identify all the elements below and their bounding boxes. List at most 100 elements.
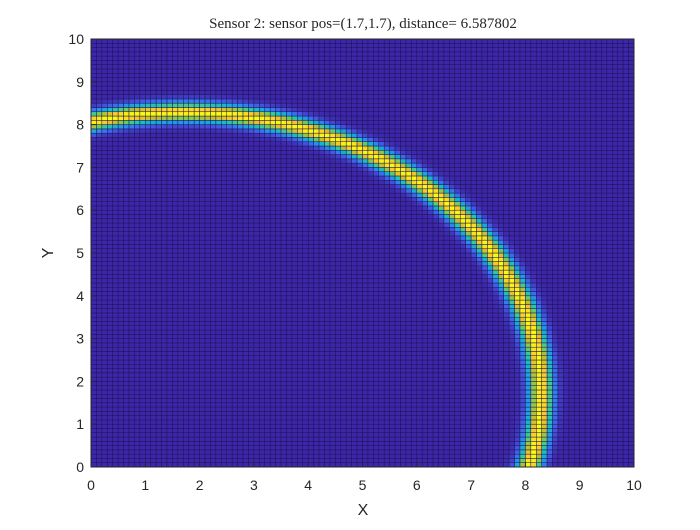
heatmap-cell xyxy=(172,145,179,151)
heatmap-cell xyxy=(286,389,293,395)
heatmap-cell xyxy=(123,205,130,211)
heatmap-cell xyxy=(231,453,238,459)
heatmap-cell xyxy=(313,261,320,267)
heatmap-cell xyxy=(210,107,217,113)
heatmap-cell xyxy=(199,141,206,147)
heatmap-cell xyxy=(259,316,266,322)
heatmap-cell xyxy=(264,128,271,134)
heatmap-cell xyxy=(340,261,347,267)
heatmap-cell xyxy=(183,132,189,138)
heatmap-cell xyxy=(155,436,162,442)
heatmap-cell xyxy=(101,214,108,220)
heatmap-cell xyxy=(318,453,325,459)
heatmap-cell xyxy=(313,334,320,339)
heatmap-cell xyxy=(172,419,179,425)
heatmap-cell xyxy=(275,325,282,331)
heatmap-cell xyxy=(183,385,189,391)
heatmap-cell xyxy=(188,359,195,365)
heatmap-cell xyxy=(269,257,276,262)
heatmap-cell xyxy=(221,411,228,416)
heatmap-cell xyxy=(193,145,200,151)
heatmap-cell xyxy=(221,441,228,446)
heatmap-cell xyxy=(90,141,97,147)
heatmap-cell xyxy=(221,265,228,271)
heatmap-cell xyxy=(297,355,304,361)
heatmap-cell xyxy=(269,453,276,459)
heatmap-cell xyxy=(340,338,347,344)
heatmap-cell xyxy=(259,231,266,237)
heatmap-cell xyxy=(161,197,168,202)
heatmap-cell xyxy=(356,308,363,314)
heatmap-cell xyxy=(302,265,309,271)
heatmap-cell xyxy=(329,355,336,361)
heatmap-cell xyxy=(226,227,233,232)
heatmap-cell xyxy=(313,55,320,61)
heatmap-cell xyxy=(242,94,249,100)
heatmap-cell xyxy=(215,77,222,83)
heatmap-cell xyxy=(291,248,298,254)
heatmap-cell xyxy=(134,94,141,100)
heatmap-cell xyxy=(193,299,200,305)
heatmap-cell xyxy=(123,192,130,198)
heatmap-cell xyxy=(237,141,244,147)
heatmap-cell xyxy=(183,329,189,335)
heatmap-cell xyxy=(123,364,130,369)
heatmap-cell xyxy=(351,376,358,382)
heatmap-cell xyxy=(318,72,325,78)
heatmap-cell xyxy=(324,415,331,421)
heatmap-cell xyxy=(150,342,157,348)
heatmap-cell xyxy=(345,351,352,356)
heatmap-cell xyxy=(313,43,320,48)
heatmap-cell xyxy=(150,338,157,344)
heatmap-cell xyxy=(107,55,113,61)
heatmap-cell xyxy=(128,98,135,104)
heatmap-cell xyxy=(286,167,293,172)
heatmap-cell xyxy=(297,222,304,228)
heatmap-cell xyxy=(215,222,222,228)
heatmap-cell xyxy=(313,436,320,442)
heatmap-cell xyxy=(199,222,206,228)
heatmap-cell xyxy=(269,329,276,335)
heatmap-cell xyxy=(335,261,342,267)
heatmap-cell xyxy=(215,72,222,78)
heatmap-cell xyxy=(199,304,206,309)
heatmap-cell xyxy=(139,316,146,322)
heatmap-cell xyxy=(226,329,233,335)
heatmap-cell xyxy=(90,282,97,288)
heatmap-cell xyxy=(90,342,97,348)
heatmap-cell xyxy=(161,411,168,416)
heatmap-cell xyxy=(313,316,320,322)
heatmap-cell xyxy=(150,141,157,147)
heatmap-cell xyxy=(204,346,211,352)
heatmap-cell xyxy=(166,355,173,361)
heatmap-cell xyxy=(183,299,189,305)
heatmap-cell xyxy=(188,158,195,164)
heatmap-cell xyxy=(324,441,331,446)
heatmap-cell xyxy=(134,85,141,91)
heatmap-cell xyxy=(275,334,282,339)
heatmap-cell xyxy=(253,51,260,57)
heatmap-cell xyxy=(335,342,342,348)
heatmap-cell xyxy=(90,227,97,232)
heatmap-cell xyxy=(204,244,211,249)
heatmap-cell xyxy=(210,299,217,305)
heatmap-cell xyxy=(291,218,298,224)
heatmap-cell xyxy=(291,346,298,352)
heatmap-cell xyxy=(128,376,135,382)
heatmap-cell xyxy=(313,308,320,314)
heatmap-cell xyxy=(324,372,331,378)
heatmap-cell xyxy=(345,81,352,87)
heatmap-cell xyxy=(345,111,352,117)
heatmap-cell xyxy=(188,94,195,100)
heatmap-cell xyxy=(291,214,298,220)
heatmap-cell xyxy=(226,120,233,125)
heatmap-cell xyxy=(231,299,238,305)
heatmap-cell xyxy=(248,299,255,305)
heatmap-cell xyxy=(145,81,151,87)
heatmap-cell xyxy=(242,462,249,468)
heatmap-cell xyxy=(90,68,97,74)
heatmap-cell xyxy=(204,312,211,318)
heatmap-cell xyxy=(313,132,320,138)
heatmap-cell xyxy=(199,179,206,185)
heatmap-cell xyxy=(221,55,228,61)
